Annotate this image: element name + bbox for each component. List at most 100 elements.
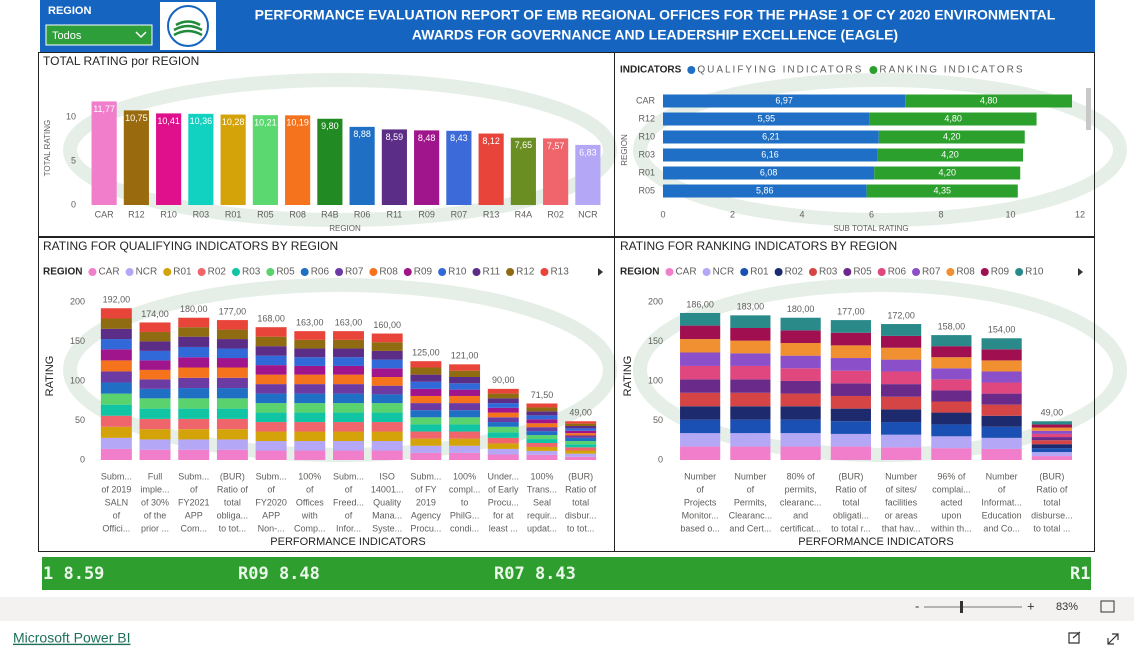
zoom-level: 83%	[1056, 601, 1078, 613]
x-tick-label: R06	[354, 209, 371, 219]
legend-swatch	[687, 66, 696, 74]
bar-segment	[255, 403, 287, 413]
bar-segment	[780, 317, 821, 331]
fit-page-button[interactable]	[1100, 600, 1115, 613]
bar-segment	[881, 371, 922, 385]
bar-segment	[881, 447, 922, 460]
bar-segment	[487, 388, 519, 394]
bar-segment	[526, 423, 558, 428]
bar-segment	[881, 396, 922, 410]
bar-segment	[449, 445, 481, 453]
x-tick-label: of	[747, 484, 755, 494]
bar-segment	[294, 403, 326, 413]
x-tick-label: Comp...	[294, 523, 326, 533]
bar-segment	[139, 429, 171, 440]
bar-segment	[294, 339, 326, 349]
bar-segment	[931, 368, 972, 380]
bar-segment	[410, 395, 442, 404]
x-tick-label: to total r...	[831, 523, 871, 533]
bar-segment	[931, 401, 972, 413]
scrollbar[interactable]	[1086, 88, 1091, 130]
bar-segment	[216, 398, 248, 409]
bar-segment	[680, 446, 721, 460]
x-tick-label: 14001...	[371, 484, 404, 494]
bar-segment	[931, 424, 972, 437]
fullscreen-button[interactable]	[1107, 633, 1119, 645]
bar-segment	[680, 392, 721, 407]
bar-segment	[294, 374, 326, 385]
bar-segment	[487, 412, 519, 418]
x-tick-label: Agency	[411, 510, 442, 520]
bar-value-label: 7,65	[515, 140, 533, 150]
x-tick-label: of	[306, 484, 314, 494]
bar-segment	[333, 422, 364, 432]
share-button[interactable]	[1068, 631, 1081, 644]
bar-segment	[410, 438, 442, 446]
x-tick-label: R11	[386, 209, 402, 219]
x-tick-label: FY2020	[255, 497, 287, 507]
bar-segment	[255, 450, 287, 460]
zoom-thumb[interactable]	[960, 601, 963, 613]
bar-value-label: 7,57	[547, 141, 565, 151]
bar-segment	[216, 439, 248, 450]
bar-segment	[830, 345, 871, 359]
x-tick-label: 100%	[530, 471, 553, 481]
x-tick-label: of	[345, 484, 353, 494]
y-tick-label: R12	[638, 113, 655, 123]
bar-segment	[780, 380, 821, 394]
x-tick-label: upon	[941, 510, 961, 520]
x-tick-label: Clearanc...	[729, 510, 773, 520]
bar-value-label: 9,80	[321, 121, 339, 131]
x-tick-label: R01	[225, 209, 242, 219]
bar-segment	[139, 408, 171, 419]
legend-swatch	[877, 268, 886, 276]
bar-value-label: 8,43	[450, 133, 468, 143]
y-tick-label: CAR	[636, 95, 656, 105]
brand-link[interactable]: Microsoft Power BI	[13, 630, 130, 646]
bar-value-label: 10,41	[157, 116, 180, 126]
zoom-in[interactable]: +	[1027, 598, 1035, 613]
bar-segment	[100, 415, 132, 427]
bar-segment	[830, 320, 871, 333]
bar-segment	[881, 324, 922, 336]
bar-segment	[830, 421, 871, 434]
bar-segment	[255, 412, 287, 423]
legend-title: REGION	[43, 267, 82, 278]
bar-value-label: 10,28	[222, 117, 245, 127]
zoom-out[interactable]: -	[915, 598, 919, 613]
y-tick-label: 10	[66, 111, 76, 121]
bar-segment	[449, 383, 481, 390]
total-label: 163,00	[335, 318, 363, 328]
total-label: 186,00	[686, 299, 714, 309]
legend-item: RANKING INDICATORS	[879, 65, 1024, 76]
bar-segment	[449, 389, 481, 396]
segment-value-label: 4,80	[944, 113, 962, 123]
x-tick-label: Subm...	[101, 471, 132, 481]
bar-segment	[931, 436, 972, 449]
bar-segment	[663, 148, 878, 162]
x-tick-label: Monitor...	[682, 510, 719, 520]
slicer-dropdown[interactable]	[45, 24, 153, 46]
segment-value-label: 4,35	[933, 185, 951, 195]
bar-segment	[730, 315, 771, 328]
chart-title: TOTAL RATING por REGION	[43, 54, 199, 68]
bar-segment	[881, 359, 922, 372]
x-axis-label: PERFORMANCE INDICATORS	[270, 536, 425, 548]
bar-segment	[780, 406, 821, 420]
bar	[575, 144, 601, 205]
segment-value-label: 6,08	[760, 167, 778, 177]
y-axis-label: RATING	[44, 356, 56, 397]
bar-segment	[981, 415, 1022, 427]
bar-segment	[487, 454, 519, 460]
x-tick-label: PhilG...	[450, 510, 480, 520]
bar-segment	[410, 410, 442, 418]
bar-segment	[981, 349, 1022, 361]
bar-segment	[1031, 448, 1072, 453]
bar-segment	[449, 424, 481, 432]
bar-segment	[100, 404, 132, 416]
slicer-value[interactable]: Todos	[52, 30, 82, 42]
bar-segment	[981, 437, 1022, 449]
x-tick-label: of	[267, 484, 275, 494]
bar-segment	[877, 148, 1024, 162]
bar-segment	[410, 403, 442, 411]
